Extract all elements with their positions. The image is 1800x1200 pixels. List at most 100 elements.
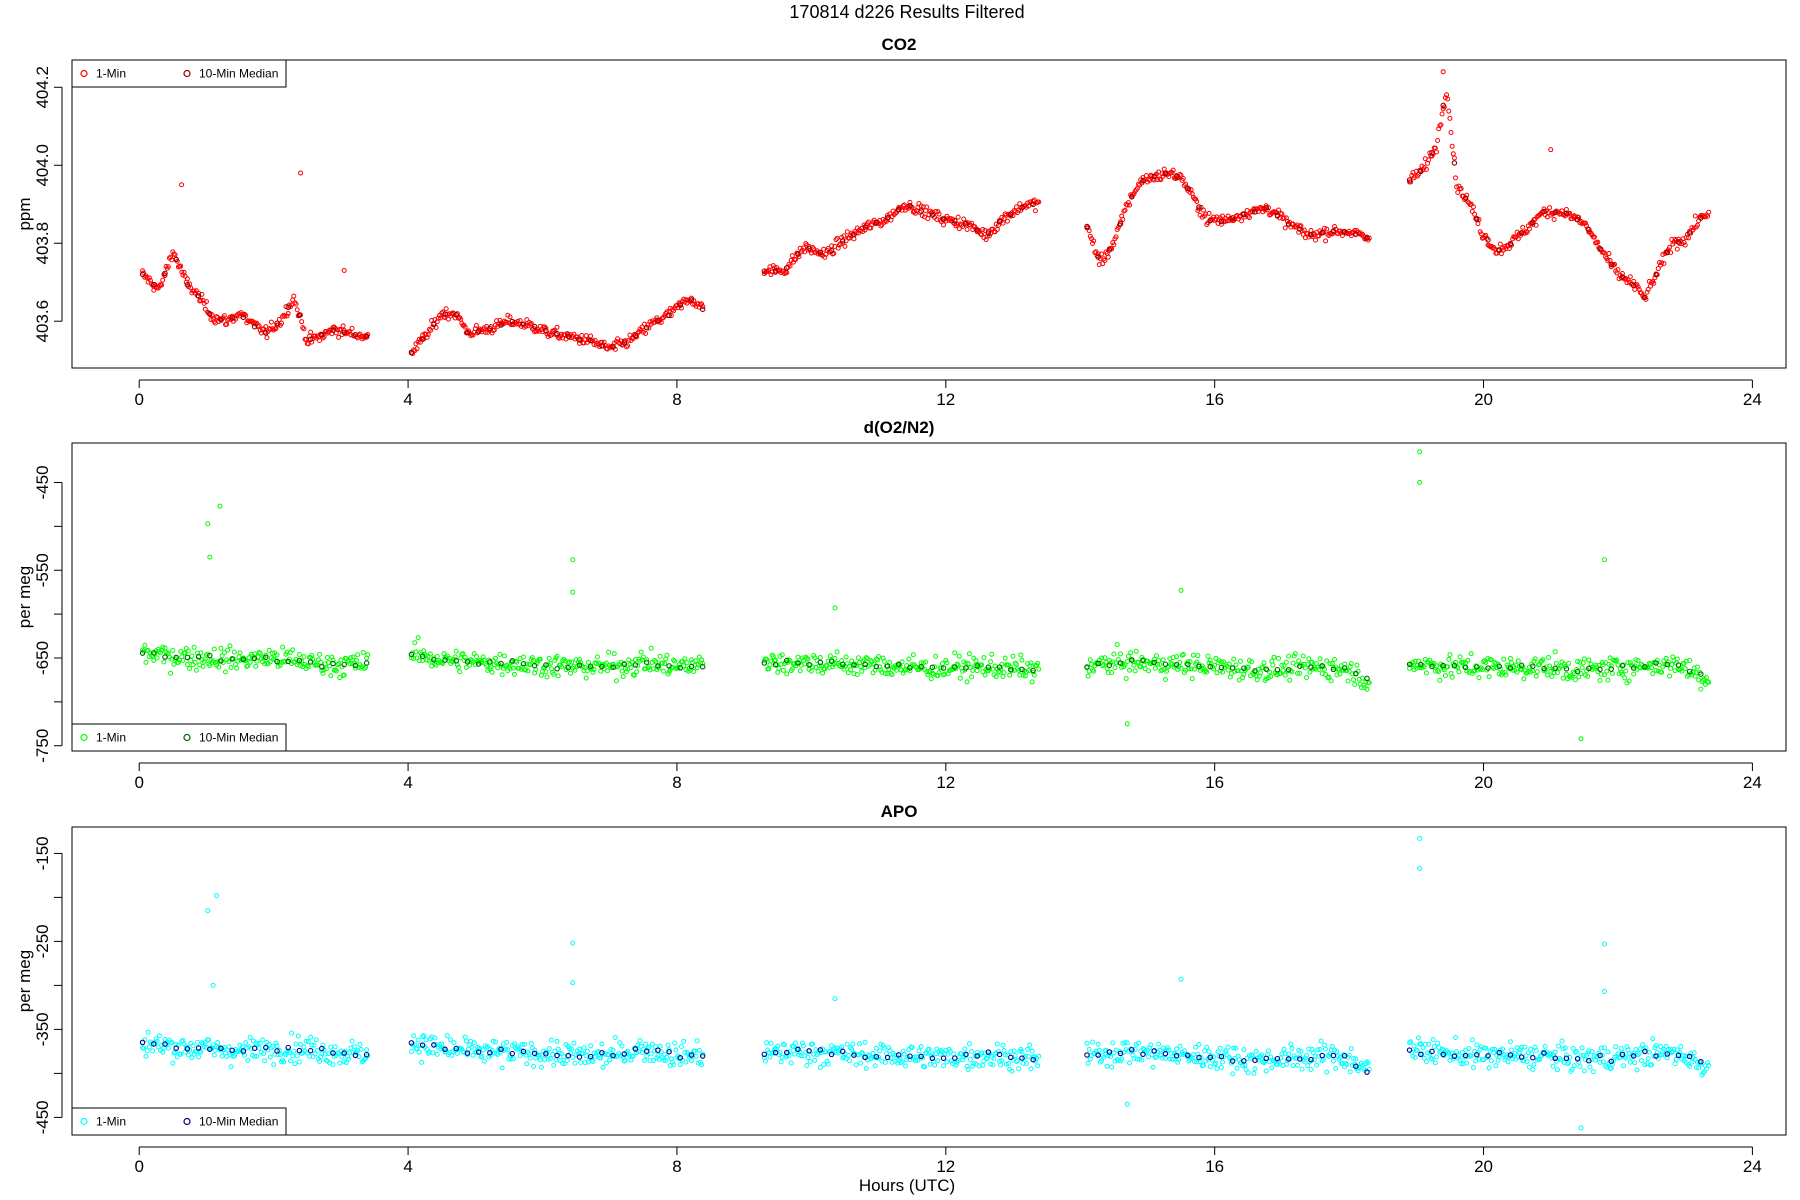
one-min-point	[309, 1042, 315, 1048]
one-min-point	[1440, 69, 1446, 75]
one-min-point	[579, 333, 585, 339]
one-min-point	[1153, 653, 1159, 659]
one-min-point	[611, 651, 617, 657]
ten-min-median-point	[1642, 663, 1648, 670]
one-min-point	[1323, 238, 1329, 244]
one-min-point	[602, 343, 608, 349]
one-min-point	[594, 654, 600, 660]
one-min-point	[1623, 668, 1629, 674]
y-tick-label: -250	[33, 924, 52, 958]
ten-min-median-point	[772, 1049, 779, 1056]
one-min-point	[1591, 234, 1597, 240]
one-min-point	[463, 664, 469, 670]
one-min-point	[1214, 1066, 1220, 1072]
one-min-point	[1552, 649, 1558, 655]
one-min-point	[1159, 171, 1165, 177]
one-min-point	[1456, 669, 1462, 675]
one-min-point	[898, 1060, 904, 1066]
one-min-point	[1550, 1063, 1556, 1069]
one-min-point	[1268, 673, 1274, 679]
ten-min-median-point	[1698, 215, 1704, 221]
ten-min-median-point	[688, 663, 695, 670]
one-min-point	[221, 1045, 227, 1050]
one-min-point	[1253, 1048, 1259, 1054]
one-min-point	[1542, 1043, 1548, 1049]
ten-min-median-point	[985, 664, 992, 670]
one-min-point	[1582, 1057, 1588, 1063]
x-tick-label: 0	[134, 390, 143, 409]
one-min-point	[482, 329, 488, 335]
ten-min-median-point	[839, 238, 846, 244]
one-min-point	[501, 1047, 507, 1053]
one-min-point	[1177, 1043, 1183, 1049]
one-min-point	[1524, 1059, 1530, 1065]
one-min-point	[1018, 652, 1024, 658]
one-min-point	[450, 659, 456, 665]
one-min-point	[1007, 672, 1013, 678]
ten-min-median-point	[1019, 204, 1025, 211]
one-min-point	[421, 1033, 427, 1039]
one-min-point	[1099, 655, 1105, 661]
one-min-point	[281, 1059, 287, 1065]
ten-min-median-point	[1597, 666, 1603, 673]
one-min-point	[970, 667, 976, 673]
one-min-point	[551, 1062, 557, 1068]
one-min-point	[941, 672, 947, 678]
ten-min-median-point	[1229, 215, 1236, 221]
legend-label: 1-Min	[96, 1115, 126, 1129]
ten-min-median-point	[806, 1048, 812, 1054]
one-min-point	[365, 652, 371, 658]
ten-min-median-point	[974, 227, 980, 233]
one-min-point	[1433, 149, 1439, 155]
one-min-point	[198, 1049, 204, 1055]
one-min-point	[361, 666, 367, 672]
one-min-point	[1521, 676, 1527, 682]
one-min-point	[566, 1046, 572, 1052]
one-min-point	[159, 647, 165, 653]
one-min-point	[570, 980, 576, 986]
ten-min-median-point	[1285, 1056, 1292, 1062]
ten-min-median-point	[319, 1045, 325, 1052]
ten-min-median-point	[1518, 230, 1525, 236]
one-min-point	[1468, 651, 1474, 657]
ten-min-median-point	[1218, 1053, 1225, 1060]
one-min-point	[1202, 1048, 1208, 1054]
one-min-point	[237, 650, 243, 656]
one-min-point	[1542, 667, 1548, 673]
one-min-point	[895, 1060, 901, 1066]
one-min-point	[1134, 186, 1140, 192]
one-min-point	[1148, 1042, 1154, 1048]
one-min-point	[289, 302, 295, 308]
one-min-point	[168, 670, 174, 676]
one-min-point	[648, 645, 654, 651]
one-min-point	[1609, 671, 1615, 677]
one-min-point	[1124, 1040, 1130, 1046]
one-min-point	[1518, 1047, 1523, 1053]
one-min-point	[1036, 666, 1042, 672]
one-min-point	[317, 337, 323, 343]
one-min-point	[1162, 676, 1168, 682]
one-min-point	[842, 243, 848, 249]
one-min-point	[470, 332, 476, 338]
one-min-point	[1453, 1034, 1459, 1040]
ten-min-median-point	[643, 1048, 650, 1054]
one-min-point	[293, 1041, 299, 1047]
one-min-point	[293, 301, 299, 307]
one-min-point	[984, 233, 990, 239]
one-min-point	[843, 654, 849, 660]
one-min-point	[1321, 1042, 1327, 1048]
one-min-point	[1666, 245, 1672, 251]
one-min-point	[764, 656, 770, 662]
one-min-point	[1299, 1066, 1305, 1072]
one-min-point	[298, 170, 304, 176]
one-min-point	[1127, 202, 1133, 208]
ten-min-median-point	[218, 658, 224, 664]
one-min-point	[522, 1041, 528, 1047]
ten-min-median-point	[1129, 194, 1135, 200]
one-min-point	[1540, 657, 1546, 663]
one-min-point	[222, 669, 228, 675]
one-min-point	[1606, 251, 1612, 257]
ten-min-median-point	[1664, 661, 1671, 668]
one-min-point	[1139, 1057, 1145, 1063]
one-min-point	[1175, 1059, 1181, 1065]
